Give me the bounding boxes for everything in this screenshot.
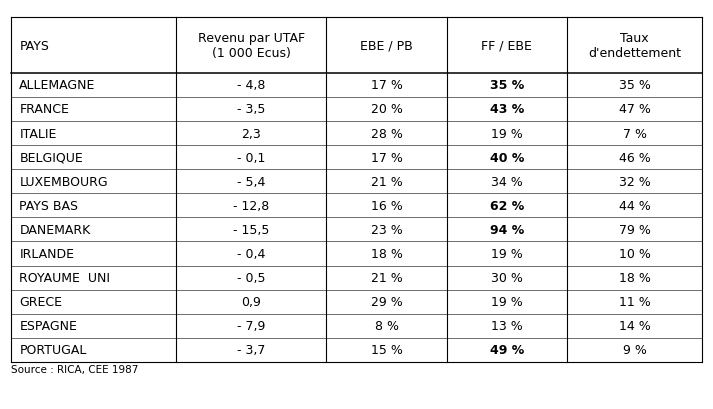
- Text: 2,3: 2,3: [242, 127, 261, 140]
- Text: 19 %: 19 %: [491, 127, 523, 140]
- Text: - 3,7: - 3,7: [237, 344, 265, 356]
- Text: 21 %: 21 %: [371, 175, 402, 188]
- Text: 20 %: 20 %: [371, 103, 403, 116]
- Text: ALLEMAGNE: ALLEMAGNE: [19, 79, 96, 92]
- Text: 35 %: 35 %: [490, 79, 524, 92]
- Text: 18 %: 18 %: [619, 272, 650, 284]
- Text: 34 %: 34 %: [491, 175, 523, 188]
- Text: 79 %: 79 %: [619, 223, 650, 236]
- Text: Source : RICA, CEE 1987: Source : RICA, CEE 1987: [11, 364, 138, 374]
- Text: 8 %: 8 %: [374, 319, 399, 333]
- Text: 0,9: 0,9: [241, 295, 261, 308]
- Text: - 15,5: - 15,5: [233, 223, 270, 236]
- Text: ITALIE: ITALIE: [19, 127, 56, 140]
- Text: DANEMARK: DANEMARK: [19, 223, 91, 236]
- Text: 9 %: 9 %: [622, 344, 647, 356]
- Text: IRLANDE: IRLANDE: [19, 247, 74, 260]
- Text: FF / EBE: FF / EBE: [481, 40, 533, 52]
- Text: 13 %: 13 %: [491, 319, 523, 333]
- Text: 32 %: 32 %: [619, 175, 650, 188]
- Text: 35 %: 35 %: [619, 79, 650, 92]
- Text: Taux
d'endettement: Taux d'endettement: [588, 32, 681, 60]
- Text: 21 %: 21 %: [371, 272, 402, 284]
- Text: GRECE: GRECE: [19, 295, 62, 308]
- Text: - 5,4: - 5,4: [237, 175, 265, 188]
- Text: 29 %: 29 %: [371, 295, 402, 308]
- Text: 16 %: 16 %: [371, 199, 402, 212]
- Text: ROYAUME  UNI: ROYAUME UNI: [19, 272, 111, 284]
- Text: Revenu par UTAF
(1 000 Ecus): Revenu par UTAF (1 000 Ecus): [198, 32, 305, 60]
- Text: PAYS: PAYS: [19, 40, 49, 52]
- Text: PAYS BAS: PAYS BAS: [19, 199, 78, 212]
- Text: 11 %: 11 %: [619, 295, 650, 308]
- Text: 15 %: 15 %: [371, 344, 403, 356]
- Text: 47 %: 47 %: [619, 103, 650, 116]
- Text: 19 %: 19 %: [491, 247, 523, 260]
- Text: 19 %: 19 %: [491, 295, 523, 308]
- Text: 17 %: 17 %: [371, 79, 403, 92]
- Text: - 0,1: - 0,1: [237, 151, 265, 164]
- Text: 43 %: 43 %: [490, 103, 524, 116]
- Text: - 7,9: - 7,9: [237, 319, 265, 333]
- Text: LUXEMBOURG: LUXEMBOURG: [19, 175, 108, 188]
- Text: 10 %: 10 %: [619, 247, 650, 260]
- Text: PORTUGAL: PORTUGAL: [19, 344, 86, 356]
- Text: 44 %: 44 %: [619, 199, 650, 212]
- Text: 46 %: 46 %: [619, 151, 650, 164]
- Text: - 0,5: - 0,5: [237, 272, 265, 284]
- Text: BELGIQUE: BELGIQUE: [19, 151, 83, 164]
- Text: 30 %: 30 %: [491, 272, 523, 284]
- Text: - 4,8: - 4,8: [237, 79, 265, 92]
- Text: 49 %: 49 %: [490, 344, 524, 356]
- Text: 14 %: 14 %: [619, 319, 650, 333]
- Text: 62 %: 62 %: [490, 199, 524, 212]
- Text: - 12,8: - 12,8: [233, 199, 270, 212]
- Text: 23 %: 23 %: [371, 223, 402, 236]
- Text: 17 %: 17 %: [371, 151, 403, 164]
- Text: - 3,5: - 3,5: [237, 103, 265, 116]
- Text: 7 %: 7 %: [622, 127, 647, 140]
- Text: 18 %: 18 %: [371, 247, 403, 260]
- Text: 94 %: 94 %: [490, 223, 524, 236]
- Text: 28 %: 28 %: [371, 127, 403, 140]
- Text: ESPAGNE: ESPAGNE: [19, 319, 77, 333]
- Text: 40 %: 40 %: [490, 151, 524, 164]
- Text: - 0,4: - 0,4: [237, 247, 265, 260]
- Text: EBE / PB: EBE / PB: [360, 40, 413, 52]
- Text: FRANCE: FRANCE: [19, 103, 69, 116]
